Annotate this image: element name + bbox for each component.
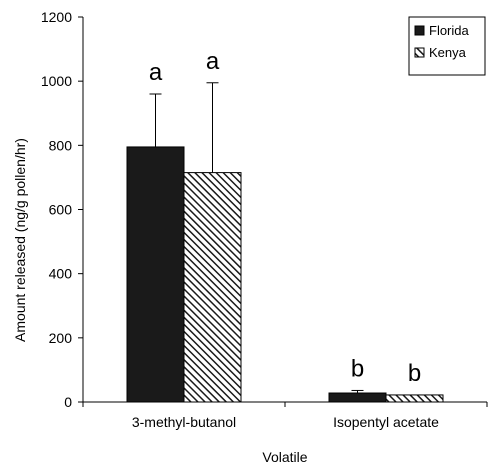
- y-tick-label: 200: [49, 330, 73, 346]
- significance-labels: a a b b: [149, 48, 421, 387]
- y-axis-label: Amount released (ng/g pollen/hr): [12, 138, 28, 342]
- y-axis: 0 200 400 600 800 1000 1200: [41, 9, 84, 410]
- legend-swatch: [414, 47, 425, 58]
- y-tick-label: 400: [49, 266, 73, 282]
- legend-swatch: [414, 25, 425, 36]
- significance-label: a: [149, 59, 163, 86]
- bar: [328, 392, 387, 403]
- x-axis: 3-methyl-butanol Isopentyl acetate: [82, 401, 488, 430]
- x-tick-label: 3-methyl-butanol: [132, 414, 236, 430]
- legend-label: Kenya: [429, 45, 467, 60]
- y-tick-label: 600: [49, 202, 73, 218]
- y-tick-label: 1000: [41, 73, 72, 89]
- y-tick-label: 1200: [41, 9, 72, 25]
- bar: [385, 394, 444, 403]
- y-tick-label: 0: [64, 394, 72, 410]
- significance-label: b: [351, 355, 364, 382]
- x-axis-label: Volatile: [262, 449, 307, 465]
- bar: [126, 146, 185, 403]
- x-tick-label: Isopentyl acetate: [333, 414, 439, 430]
- significance-label: a: [206, 48, 220, 75]
- bar: [183, 172, 242, 403]
- y-tick-label: 800: [49, 137, 73, 153]
- legend-label: Florida: [429, 23, 470, 38]
- legend: Florida Kenya: [408, 16, 486, 76]
- significance-label: b: [408, 360, 421, 387]
- bars: [126, 82, 444, 403]
